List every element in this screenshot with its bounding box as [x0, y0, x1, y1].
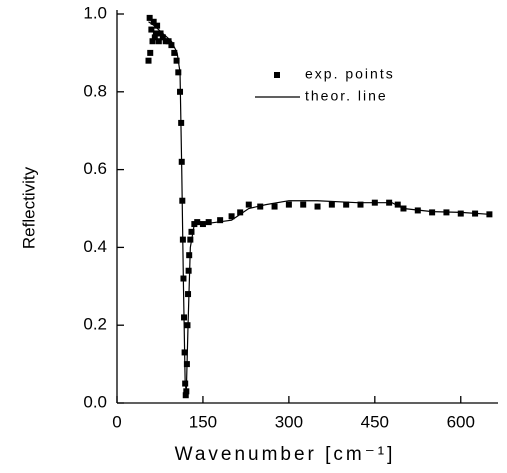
y-axis-label: Reflectivity	[19, 166, 38, 249]
legend-label: theor. line	[305, 88, 388, 104]
exp-point	[157, 30, 164, 37]
exp-point	[182, 392, 189, 399]
legend-label: exp. points	[305, 66, 395, 82]
exp-point	[150, 18, 157, 25]
x-tick-label: 0	[112, 412, 121, 431]
exp-point	[186, 252, 193, 259]
exp-point	[149, 38, 156, 45]
exp-point	[173, 57, 180, 64]
x-axis-label: Wavenumber [cm⁻¹]	[175, 444, 396, 465]
y-tick-label: 1.0	[83, 3, 107, 22]
exp-point	[457, 210, 464, 217]
exp-point	[429, 209, 436, 216]
y-tick-label: 0.6	[83, 159, 107, 178]
exp-point	[147, 49, 154, 56]
exp-point	[145, 57, 152, 64]
exp-point	[357, 201, 364, 208]
y-tick-label: 0.4	[83, 237, 107, 256]
exp-point	[300, 201, 307, 208]
exp-point	[151, 34, 158, 41]
exp-point	[343, 201, 350, 208]
theory-line	[148, 21, 490, 392]
exp-point	[187, 236, 194, 243]
exp-point	[146, 14, 153, 21]
exp-point	[228, 213, 235, 220]
exp-point	[194, 219, 201, 226]
exp-point	[285, 201, 292, 208]
exp-point	[175, 69, 182, 76]
x-tick-label: 300	[275, 412, 303, 431]
exp-point	[237, 209, 244, 216]
exp-point	[165, 38, 172, 45]
exp-point	[152, 30, 159, 37]
exp-point	[314, 203, 321, 210]
exp-point	[394, 201, 401, 208]
exp-point	[205, 219, 212, 226]
exp-point	[185, 267, 192, 274]
exp-point	[171, 49, 178, 56]
exp-point	[217, 217, 224, 224]
exp-point	[168, 42, 175, 49]
y-tick-label: 0.8	[83, 81, 107, 100]
exp-point	[245, 201, 252, 208]
y-tick-label: 0.0	[83, 392, 107, 411]
x-tick-label: 150	[189, 412, 217, 431]
x-tick-label: 450	[361, 412, 389, 431]
x-tick-label: 600	[447, 412, 475, 431]
exp-point	[148, 26, 155, 33]
legend-marker	[274, 72, 280, 78]
exp-point	[185, 291, 192, 298]
exp-point	[257, 203, 264, 210]
exp-point	[155, 38, 162, 45]
exp-point	[328, 201, 335, 208]
exp-point	[154, 22, 161, 29]
y-tick-label: 0.2	[83, 315, 107, 334]
exp-point	[271, 203, 278, 210]
exp-point	[188, 228, 195, 235]
exp-point	[159, 34, 166, 41]
